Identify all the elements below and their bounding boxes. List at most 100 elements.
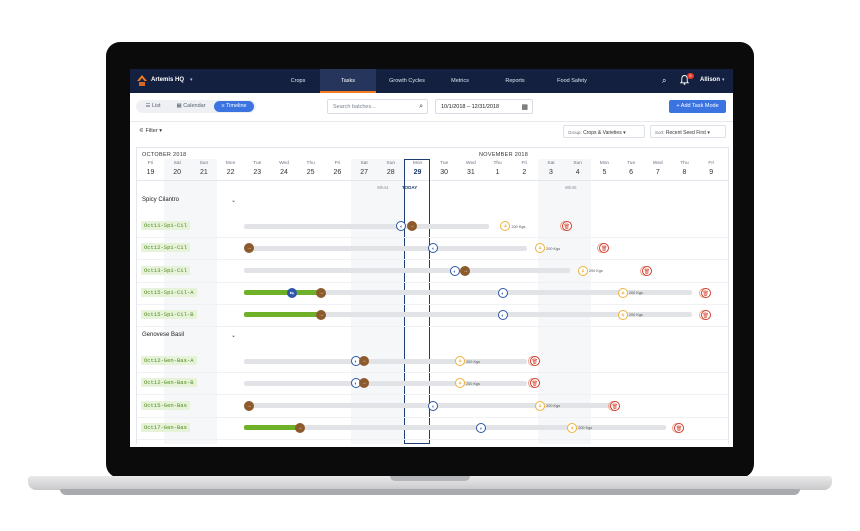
seed-icon[interactable]: ◐ xyxy=(476,422,487,433)
trash-icon[interactable]: 🗑 xyxy=(641,265,652,276)
arrow-right-icon[interactable]: → xyxy=(407,221,417,232)
day-number[interactable]: 5 xyxy=(602,169,607,176)
nav-tab-tasks[interactable]: Tasks xyxy=(320,69,376,93)
harvest-icon[interactable]: ⚘ xyxy=(455,356,466,367)
arrow-right-icon[interactable]: → xyxy=(294,422,305,433)
day-number[interactable]: 23 xyxy=(253,169,262,176)
view-calendar-button[interactable]: ▦ Calendar xyxy=(176,103,206,109)
harvest-icon[interactable]: ⚘ xyxy=(455,378,466,389)
day-number[interactable]: 28 xyxy=(386,169,395,176)
today-column xyxy=(404,159,430,444)
nav-tab-reports[interactable]: Reports xyxy=(505,78,525,84)
day-number[interactable]: 9 xyxy=(709,169,714,176)
seed-icon[interactable]: ◐ xyxy=(396,221,407,232)
batch-tag[interactable]: Oct13-Spi-Cil xyxy=(141,265,190,275)
nav-tab-metrics[interactable]: Metrics xyxy=(451,78,469,84)
seed-icon[interactable]: ◐ xyxy=(428,400,439,411)
day-number[interactable]: 19 xyxy=(146,169,155,176)
row-divider xyxy=(137,394,728,396)
arrow-right-icon[interactable]: → xyxy=(316,287,327,298)
day-number[interactable]: 8 xyxy=(682,169,687,176)
filter-button[interactable]: ⚟ Filter ▾ xyxy=(139,128,162,134)
batch-tag[interactable]: Oct15-Gen-Bas xyxy=(141,400,190,410)
user-menu[interactable]: Allison xyxy=(700,77,721,83)
trash-icon[interactable]: 🗑 xyxy=(674,422,684,433)
day-number[interactable]: 7 xyxy=(655,169,660,176)
batch-tag[interactable]: Oct12-Gen-Bas-A xyxy=(141,356,197,366)
calendar-icon[interactable]: ▦ xyxy=(521,104,528,111)
arrow-right-icon[interactable]: → xyxy=(244,243,255,254)
day-number[interactable]: 24 xyxy=(280,169,288,176)
harvest-icon[interactable]: ⚘ xyxy=(500,221,511,232)
arrow-right-icon[interactable]: → xyxy=(460,265,471,276)
nav-tab-food-safety[interactable]: Food Safety xyxy=(557,78,587,84)
nav-tab-crops[interactable]: Crops xyxy=(290,78,306,84)
sort-select[interactable]: Sort: Recent Seed First ▾ xyxy=(650,125,726,138)
harvest-icon[interactable]: ⚘ xyxy=(535,243,546,254)
harvest-icon[interactable]: ⚘ xyxy=(577,265,588,276)
harvest-icon[interactable]: ⚘ xyxy=(567,422,578,433)
batch-search-input[interactable]: Search batches... ⌕ xyxy=(327,99,428,114)
harvest-icon[interactable]: ⚘ xyxy=(535,400,546,411)
search-icon[interactable]: ⌕ xyxy=(419,103,423,110)
arrow-right-icon[interactable]: → xyxy=(244,400,255,411)
day-number[interactable]: 4 xyxy=(575,169,580,176)
seed-icon[interactable]: ◐ xyxy=(497,287,508,298)
trash-icon[interactable]: 🗑 xyxy=(561,221,572,232)
trash-icon[interactable]: 🗑 xyxy=(700,287,711,298)
trash-icon[interactable]: 🗑 xyxy=(529,378,540,389)
crop-group-header[interactable]: Spicy Cilantro xyxy=(142,197,180,203)
arrow-right-icon[interactable]: → xyxy=(358,356,369,367)
trash-icon[interactable]: 🗑 xyxy=(609,400,620,411)
chevron-down-icon[interactable]: ⌄ xyxy=(231,198,237,204)
day-number[interactable]: 27 xyxy=(360,169,368,176)
seed-icon[interactable]: ◐ xyxy=(449,265,460,276)
search-icon[interactable]: ⌕ xyxy=(662,76,667,85)
add-task-mode-button[interactable]: + Add Task Mode xyxy=(669,100,726,113)
arrow-right-icon[interactable]: → xyxy=(316,309,327,320)
day-number[interactable]: 3 xyxy=(549,169,553,176)
day-number[interactable]: 30 xyxy=(440,169,449,176)
nav-tab-growth-cycles[interactable]: Growth Cycles xyxy=(389,78,425,84)
batch-tag[interactable]: Oct15-Spi-Cil-B xyxy=(141,309,197,319)
view-list-button[interactable]: ☰ List xyxy=(145,103,161,109)
batch-tag[interactable]: Oct15-Spi-Cil-A xyxy=(141,287,197,297)
view-timeline-button[interactable]: ≡ Timeline xyxy=(214,101,254,112)
day-number[interactable]: 1 xyxy=(495,169,500,176)
day-number[interactable]: 6 xyxy=(629,169,634,176)
day-number[interactable]: 2 xyxy=(522,169,527,176)
chevron-down-icon[interactable]: ▾ xyxy=(190,77,193,83)
crop-group-header[interactable]: Genovese Basil xyxy=(142,332,185,338)
day-number[interactable]: 22 xyxy=(226,169,235,176)
view-calendar-label: Calendar xyxy=(183,103,206,109)
day-number[interactable]: 29 xyxy=(413,169,422,176)
date-range-input[interactable]: 10/1/2018 – 12/31/2018 ▦ xyxy=(435,99,533,114)
row-divider xyxy=(137,372,728,374)
group-select[interactable]: Group: Crops & Varieties ▾ xyxy=(563,125,645,138)
batch-tag[interactable]: Oct12-Spi-Cil xyxy=(141,243,190,253)
artemis-logo-icon[interactable] xyxy=(137,75,147,86)
app-name[interactable]: Artemis HQ xyxy=(151,77,185,83)
day-number[interactable]: 21 xyxy=(199,169,208,176)
trash-icon[interactable]: 🗑 xyxy=(599,243,610,254)
day-number[interactable]: 31 xyxy=(466,169,475,176)
chevron-down-icon[interactable]: ▾ xyxy=(722,77,725,83)
bell-icon[interactable] xyxy=(680,75,689,85)
day-number[interactable]: 25 xyxy=(306,169,315,176)
batch-tag[interactable]: Oct11-Spi-Cil xyxy=(141,221,190,231)
batch-tag[interactable]: Oct17-Gen-Bas xyxy=(141,422,190,432)
harvest-icon[interactable]: ⚘ xyxy=(617,309,628,320)
trash-icon[interactable]: 🗑 xyxy=(529,356,540,367)
arrow-right-icon[interactable]: → xyxy=(358,378,369,389)
day-number[interactable]: 26 xyxy=(333,169,342,176)
seed-icon[interactable]: ◐ xyxy=(428,243,439,254)
chevron-down-icon[interactable]: ⌄ xyxy=(231,333,237,339)
harvest-icon[interactable]: ⚘ xyxy=(617,287,628,298)
seed-icon[interactable]: ◐ xyxy=(497,309,508,320)
group-label: Group: xyxy=(568,130,582,135)
day-of-week: Tue xyxy=(440,161,449,166)
batch-tag[interactable]: Oct12-Gen-Bas-B xyxy=(141,378,197,388)
day-number[interactable]: 20 xyxy=(173,169,182,176)
trash-icon[interactable]: 🗑 xyxy=(700,309,711,320)
split-icon[interactable]: ⇆ xyxy=(286,287,297,298)
